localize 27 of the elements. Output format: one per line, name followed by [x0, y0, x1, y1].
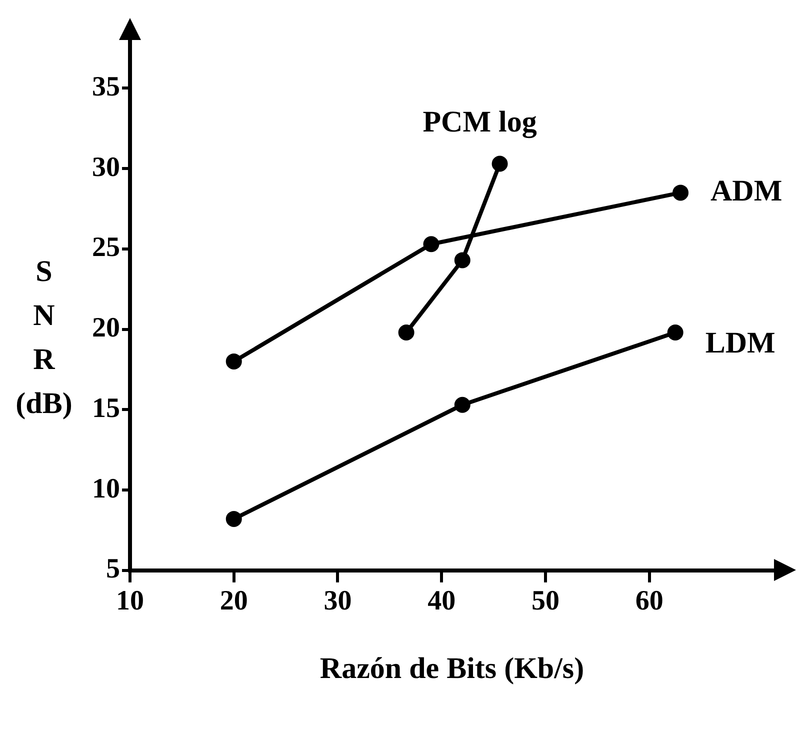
y-tick-label: 35 — [92, 71, 120, 102]
point — [492, 156, 508, 172]
point — [454, 396, 470, 413]
y-tick-label: 5 — [106, 554, 120, 585]
y-tick-label: 30 — [92, 152, 120, 183]
x-tick-label: 60 — [635, 585, 664, 616]
point — [226, 353, 242, 370]
point — [398, 324, 414, 341]
series-label: LDM — [705, 326, 776, 360]
x-tick-label: 20 — [220, 585, 248, 616]
point — [423, 236, 440, 252]
point — [672, 184, 689, 201]
series-label: PCM log — [422, 106, 537, 139]
x-tick-label: 40 — [428, 585, 456, 616]
point — [454, 252, 470, 268]
x-axis-title: Razón de Bits (Kb/s) — [320, 652, 584, 685]
point — [667, 324, 684, 341]
y-tick-label: 10 — [92, 473, 120, 504]
x-tick-label: 50 — [531, 585, 560, 616]
y-tick-label: 20 — [92, 312, 120, 344]
y-tick-label: 25 — [92, 232, 120, 264]
y-tick-label: 15 — [92, 392, 120, 424]
point — [226, 510, 242, 527]
y-axis-title: S N R (dB) — [14, 254, 74, 422]
x-tick-label: 30 — [324, 585, 352, 616]
x-tick-label: 10 — [116, 585, 144, 616]
series-label: ADM — [710, 174, 782, 208]
